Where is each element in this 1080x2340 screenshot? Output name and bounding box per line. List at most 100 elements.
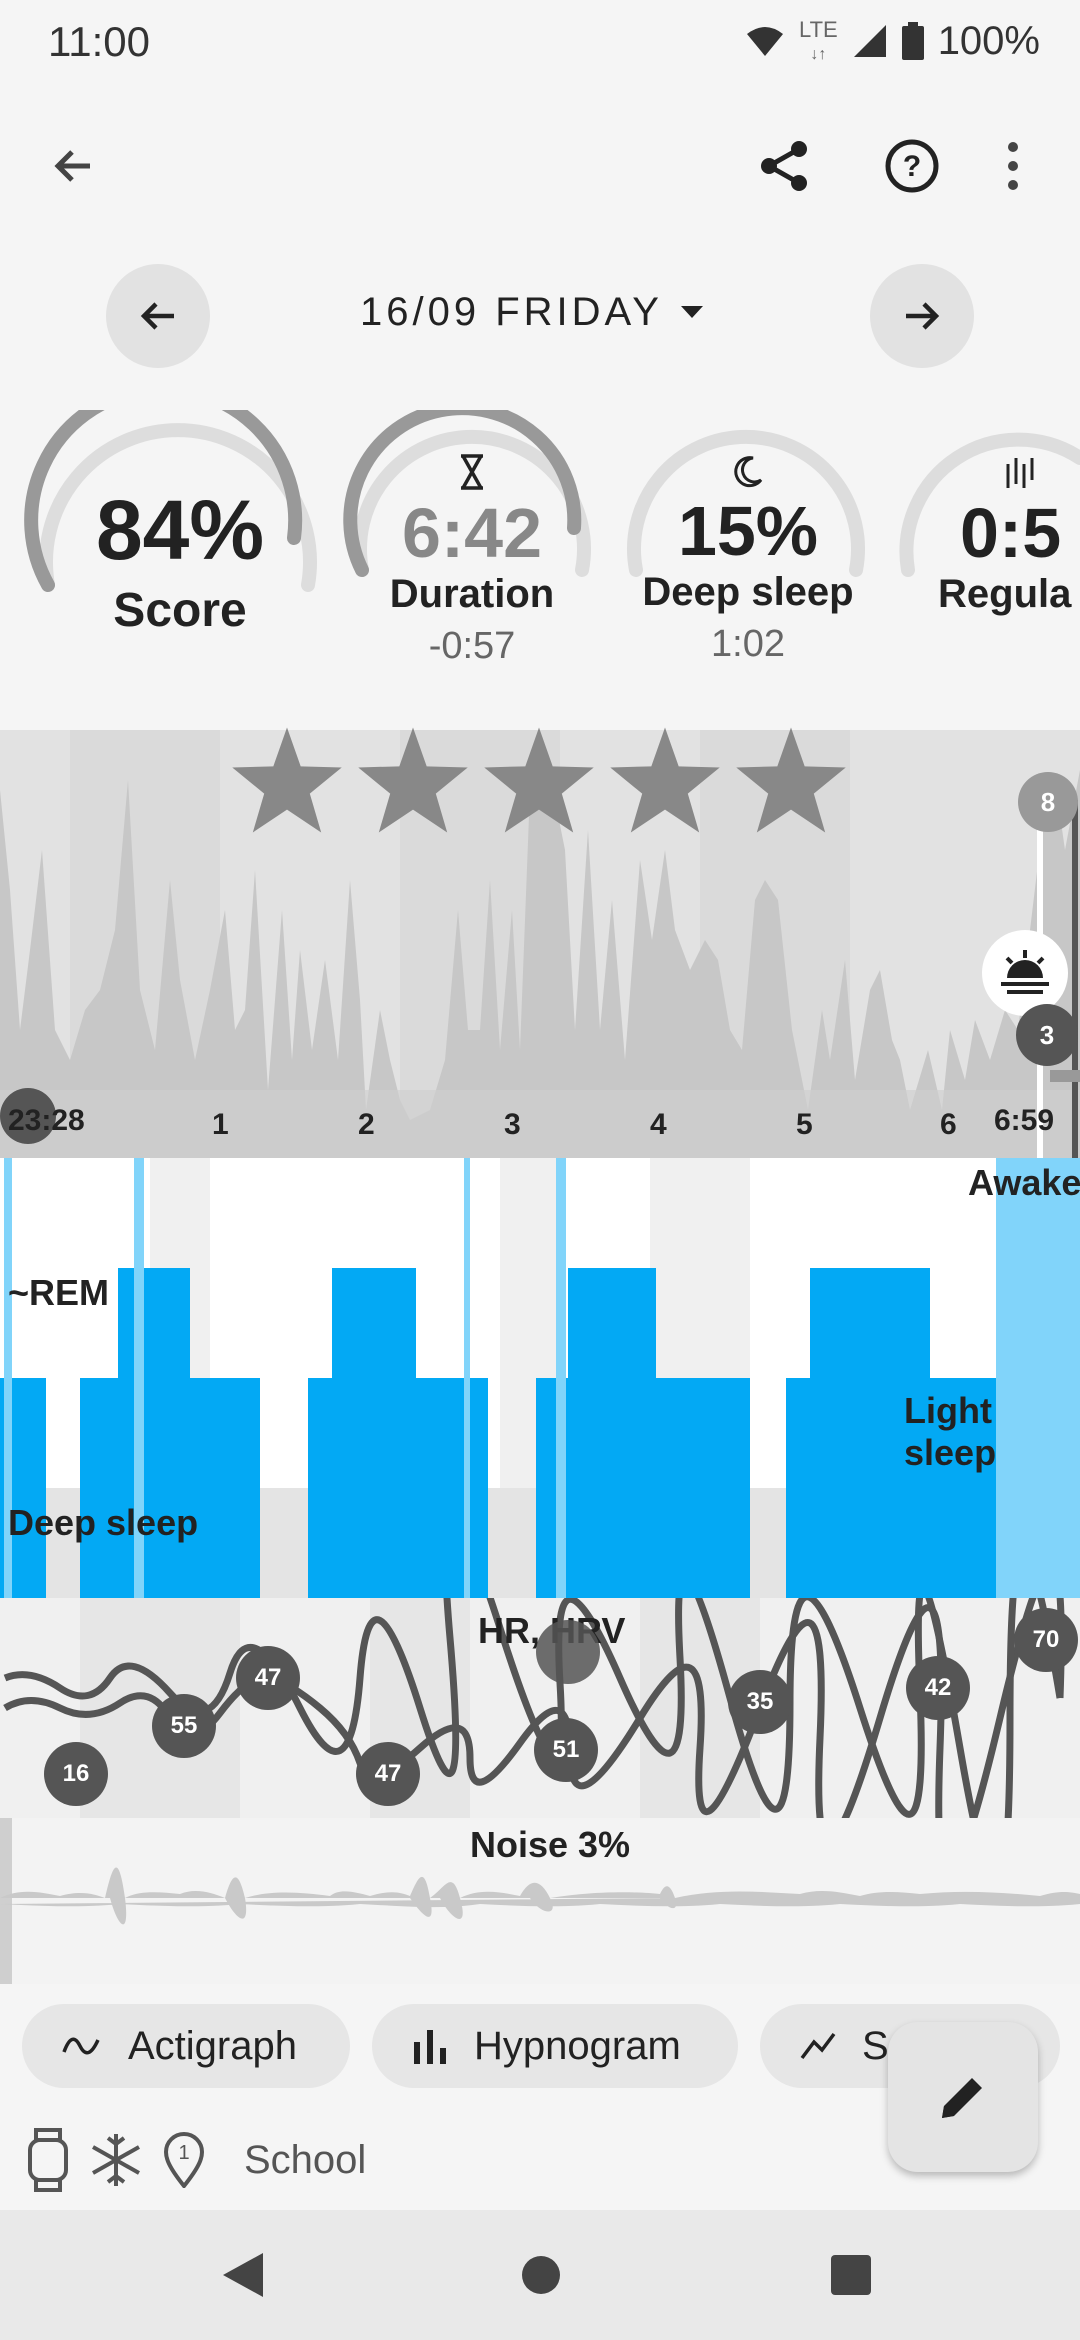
next-day-button[interactable] <box>870 264 974 368</box>
hour-tick: 1 <box>212 1108 229 1141</box>
chip-label: Hypnogram <box>474 2023 681 2068</box>
watch-icon <box>28 2128 68 2192</box>
battery-percent: 100% <box>937 18 1040 63</box>
star-icon[interactable] <box>356 725 470 835</box>
status-icons: LTE ↓↑ 100% <box>745 16 1040 66</box>
regularity-icon <box>1006 458 1034 488</box>
hr-value-badge: 35 <box>728 1670 792 1734</box>
awake-label: Awake <box>968 1162 1080 1203</box>
wave-icon <box>62 2037 100 2055</box>
hour-tick: 4 <box>650 1108 667 1141</box>
hr-value-badge: 47 <box>356 1742 420 1806</box>
regularity-label: Regula <box>938 572 1072 616</box>
duration-delta: -0:57 <box>428 625 516 667</box>
star-icon[interactable] <box>482 725 596 835</box>
date-text: 16/09 FRIDAY <box>360 290 663 334</box>
bars-icon <box>414 2030 446 2064</box>
score-gauge[interactable]: 84% Score <box>40 482 320 638</box>
help-button[interactable]: ? <box>868 122 956 210</box>
battery-icon <box>901 22 924 60</box>
moon-icon <box>734 456 763 488</box>
tag-text: School <box>244 2137 367 2182</box>
star-icon[interactable] <box>734 725 848 835</box>
duration-gauge[interactable]: 6:42 Duration -0:57 <box>352 454 592 668</box>
actigraph-chip[interactable]: Actigraph <box>22 2004 350 2088</box>
previous-day-button[interactable] <box>106 264 210 368</box>
hr-value-badge: 51 <box>534 1718 598 1782</box>
chip-label: Actigraph <box>128 2023 297 2068</box>
back-button[interactable] <box>30 122 118 210</box>
light-sleep-label: Light sleep <box>904 1390 997 1473</box>
end-marker[interactable]: 8 <box>1018 772 1078 832</box>
hr-value-badge: 16 <box>44 1742 108 1806</box>
start-marker[interactable] <box>0 1088 56 1144</box>
arrow-back-icon <box>54 150 90 182</box>
rem-label: ~REM <box>8 1272 110 1313</box>
status-bar: 11:00 LTE ↓↑ 100% <box>0 0 1080 84</box>
svg-text:1: 1 <box>178 2142 189 2164</box>
snowflake-icon <box>92 2134 140 2186</box>
hr-value-badge: 47 <box>236 1646 300 1710</box>
hourglass-icon <box>461 454 483 490</box>
duration-label: Duration <box>389 572 555 616</box>
hypnogram-chart[interactable] <box>0 1158 1080 1598</box>
more-vert-icon <box>1008 142 1018 190</box>
hour-tick: 6 <box>940 1108 957 1141</box>
hour-tick: 3 <box>504 1108 521 1141</box>
nav-back-icon <box>223 2253 263 2297</box>
hr-value-badge: 42 <box>906 1656 970 1720</box>
edit-button[interactable] <box>888 2022 1038 2172</box>
alarm-button[interactable] <box>982 930 1068 1016</box>
score-value: 84% <box>95 483 265 577</box>
deep-sleep-stage-label: Deep sleep <box>8 1502 199 1543</box>
share-button[interactable] <box>740 122 828 210</box>
deep-sleep-time: 1:02 <box>711 623 785 665</box>
date-selector[interactable]: 16/09 FRIDAY <box>360 290 703 335</box>
noise-title: Noise 3% <box>470 1824 631 1865</box>
hypnogram-chip[interactable]: Hypnogram <box>372 2004 738 2088</box>
status-time: 11:00 <box>48 18 150 65</box>
snooze-marker[interactable]: 3 <box>1016 1004 1078 1066</box>
nav-recents-button[interactable] <box>808 2232 894 2318</box>
deep-sleep-value: 15% <box>677 492 819 570</box>
system-navigation-bar <box>0 2210 1080 2340</box>
more-options-button[interactable] <box>978 122 1048 210</box>
trend-icon <box>800 2032 836 2060</box>
noise-chart[interactable] <box>0 1818 1080 1984</box>
star-icon[interactable] <box>608 725 722 835</box>
nav-recents-icon <box>831 2255 871 2295</box>
rating-stars[interactable] <box>230 725 848 835</box>
dropdown-arrow-icon <box>680 305 703 318</box>
share-icon <box>761 141 807 191</box>
star-icon[interactable] <box>230 725 344 835</box>
hour-tick: 5 <box>796 1108 813 1141</box>
location-pin-icon: 1 <box>163 2132 205 2188</box>
nav-back-button[interactable] <box>200 2232 286 2318</box>
help-icon: ? <box>885 139 939 193</box>
end-time-label: 6:59 <box>994 1104 1055 1137</box>
hr-value-badge: 70 <box>1014 1608 1078 1672</box>
signal-icon <box>853 25 886 57</box>
sunrise-icon <box>1001 950 1049 994</box>
gauge-arcs <box>24 410 1080 592</box>
hour-tick: 2 <box>358 1108 375 1141</box>
lte-indicator: LTE ↓↑ <box>798 17 838 63</box>
regularity-value: 0:5 <box>960 494 1062 572</box>
score-label: Score <box>113 584 247 637</box>
tags-row[interactable]: 1 School <box>26 2128 366 2192</box>
nav-home-button[interactable] <box>498 2232 584 2318</box>
arrow-right-icon <box>906 302 940 330</box>
hr-value-badge: 55 <box>152 1694 216 1758</box>
arrow-left-icon <box>140 302 174 330</box>
regularity-gauge[interactable]: 0:5 Regula <box>930 454 1080 617</box>
nav-home-icon <box>522 2256 560 2294</box>
wifi-icon <box>746 27 783 56</box>
svg-text:?: ? <box>903 150 921 183</box>
start-time-label: 23:28 <box>8 1104 85 1137</box>
duration-value: 6:42 <box>401 494 543 572</box>
deep-sleep-label: Deep sleep <box>642 570 854 614</box>
deep-sleep-gauge[interactable]: 15% Deep sleep 1:02 <box>628 454 868 666</box>
hr-marker <box>536 1620 600 1684</box>
pencil-icon <box>942 2078 982 2118</box>
chip-label: S <box>862 2023 889 2068</box>
